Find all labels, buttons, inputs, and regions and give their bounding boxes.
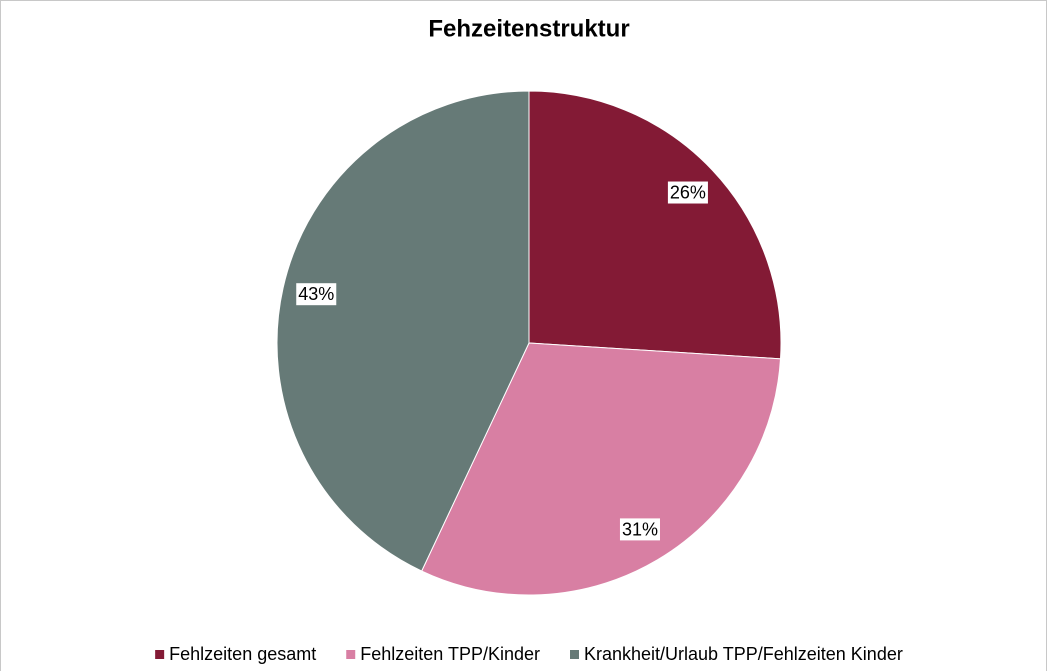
legend-marker bbox=[346, 650, 356, 659]
data-label: 31% bbox=[622, 519, 658, 539]
chart-title: Fehzeitenstruktur bbox=[428, 15, 629, 42]
pie-slice bbox=[421, 342, 782, 596]
pie-slice bbox=[528, 90, 782, 360]
data-label-box bbox=[296, 283, 337, 306]
data-label: 43% bbox=[298, 284, 334, 304]
legend-label: Fehlzeiten gesamt bbox=[169, 644, 316, 664]
data-label-box bbox=[619, 518, 660, 541]
legend-marker bbox=[570, 650, 579, 659]
legend-label: Fehlzeiten TPP/Kinder bbox=[360, 644, 540, 664]
legend-label: Krankheit/Urlaub TPP/Fehlzeiten Kinder bbox=[584, 644, 903, 664]
pie-slice bbox=[276, 90, 530, 572]
data-label-box bbox=[667, 181, 708, 204]
data-label: 26% bbox=[670, 183, 706, 203]
legend-marker bbox=[155, 650, 165, 659]
